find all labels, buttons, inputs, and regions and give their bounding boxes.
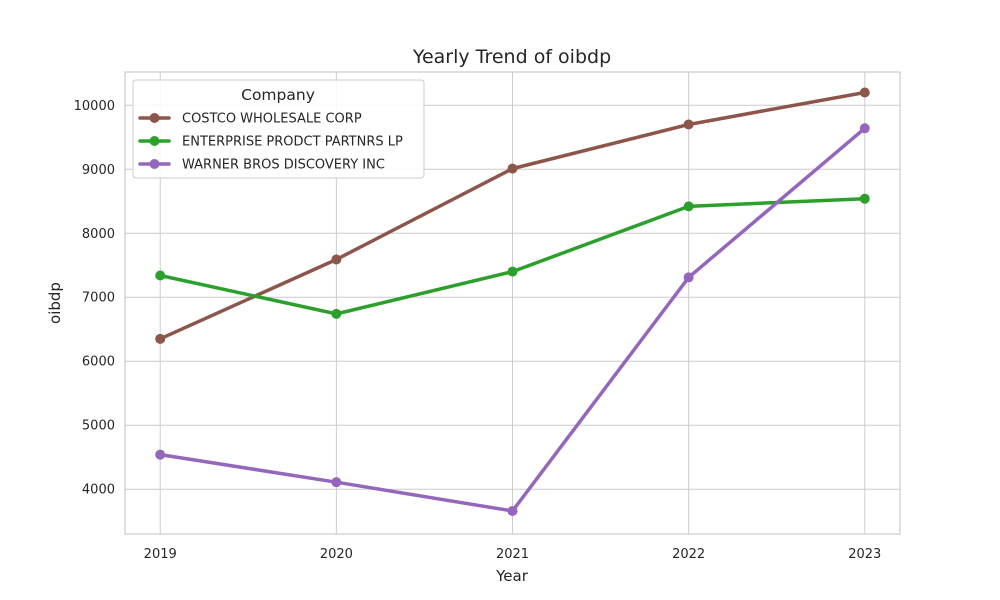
x-axis-label: Year — [495, 567, 529, 585]
data-point — [155, 449, 166, 460]
y-tick-label: 9000 — [82, 163, 115, 178]
y-tick-label: 5000 — [82, 419, 115, 434]
series-1 — [155, 87, 870, 344]
legend-title: Company — [241, 86, 315, 104]
y-axis-label: oibdp — [46, 282, 64, 324]
data-point — [859, 193, 870, 204]
legend-label: COSTCO WHOLESALE CORP — [182, 112, 362, 127]
data-point — [331, 308, 342, 319]
x-tick-labels: 2019 2020 2021 2022 2023 — [144, 547, 882, 562]
data-point — [859, 123, 870, 134]
x-tick-label: 2022 — [672, 547, 705, 562]
data-point — [331, 477, 342, 488]
data-point — [683, 201, 694, 212]
x-tick-label: 2019 — [144, 547, 177, 562]
legend-item: COSTCO WHOLESALE CORP — [138, 112, 362, 127]
y-tick-label: 6000 — [82, 355, 115, 370]
x-tick-label: 2021 — [496, 547, 529, 562]
plot-frame — [124, 71, 901, 535]
x-tick-label: 2023 — [848, 547, 881, 562]
legend-item: ENTERPRISE PRODCT PARTNRS LP — [138, 135, 403, 150]
data-point — [683, 272, 694, 283]
legend-marker — [149, 159, 160, 169]
series-3 — [155, 123, 870, 516]
chart-title: Yearly Trend of oibdp — [412, 46, 611, 68]
legend-items: COSTCO WHOLESALE CORP ENTERPRISE PRODCT P… — [138, 112, 403, 173]
legend-item: WARNER BROS DISCOVERY INC — [138, 158, 385, 173]
y-tick-label: 8000 — [82, 227, 115, 242]
y-tick-labels: 4000 5000 6000 7000 8000 9000 10000 — [74, 99, 115, 498]
y-tick-label: 4000 — [82, 483, 115, 498]
data-point — [155, 333, 166, 344]
legend-marker — [149, 113, 160, 123]
data-point — [507, 163, 518, 174]
data-point — [331, 254, 342, 265]
series-layer — [155, 87, 870, 516]
legend-label: ENTERPRISE PRODCT PARTNRS LP — [182, 135, 403, 150]
legend-label: WARNER BROS DISCOVERY INC — [182, 158, 385, 173]
y-tick-label: 10000 — [74, 99, 115, 114]
data-point — [155, 270, 166, 281]
series-2 — [155, 193, 870, 319]
legend: Company COSTCO WHOLESALE CORP ENTERPRISE … — [132, 79, 425, 179]
y-tick-label: 7000 — [82, 291, 115, 306]
x-tick-label: 2020 — [320, 547, 353, 562]
legend-marker — [149, 136, 160, 146]
data-point — [859, 87, 870, 98]
data-point — [683, 119, 694, 130]
data-point — [507, 505, 518, 516]
legend-box — [132, 79, 425, 179]
data-point — [507, 266, 518, 277]
